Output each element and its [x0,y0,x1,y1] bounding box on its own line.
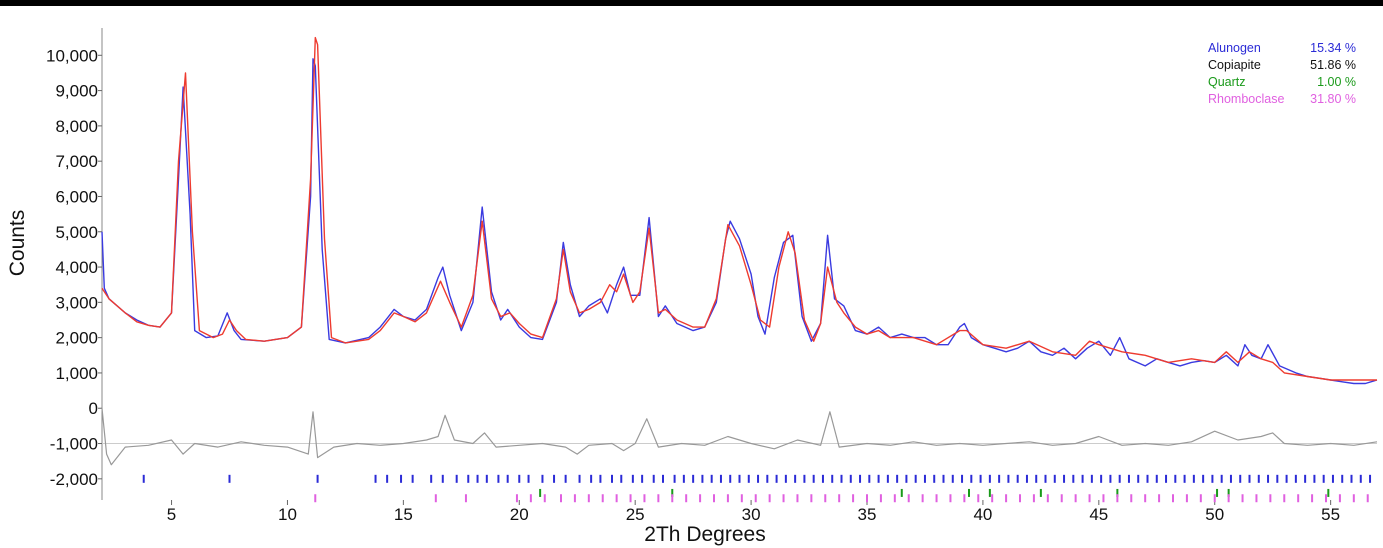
y-tick-label: 9,000 [55,82,98,101]
x-tick-label: 20 [510,505,529,524]
x-tick-label: 45 [1089,505,1108,524]
y-tick-label: 7,000 [55,152,98,171]
x-tick-label: 10 [278,505,297,524]
y-tick-label: -1,000 [50,435,98,454]
x-axis-ticks: 5 10 15 20 25 30 35 40 45 50 55 [167,500,1340,524]
y-tick-label: -2,000 [50,470,98,489]
y-tick-label: 1,000 [55,364,98,383]
top-border [0,0,1383,6]
phase-marker-row-rhomboclase [314,494,1369,503]
x-tick-label: 15 [394,505,413,524]
x-tick-label: 25 [626,505,645,524]
y-axis-ticks: -2,000 -1,000 0 1,000 2,000 3,000 4,000 5,000 6,… [46,46,102,489]
x-tick-label: 35 [858,505,877,524]
y-tick-label: 2,000 [55,329,98,348]
y-axis-label: Counts [6,210,29,277]
legend: Alunogen 15.34 % Copiapite 51.86 % Quartz 1.0… [1208,41,1356,106]
x-tick-label: 30 [742,505,761,524]
y-tick-label: 10,000 [46,46,98,65]
x-axis-label: 2Th Degrees [644,523,765,546]
x-tick-label: 50 [1205,505,1224,524]
series-lines [101,36,1378,466]
y-tick-label: 8,000 [55,117,98,136]
legend-phase-percent: 51.86 % [1310,58,1356,72]
y-tick-label: 5,000 [55,223,98,242]
legend-phase-name: Copiapite [1208,58,1261,72]
legend-phase-percent: 1.00 % [1317,75,1356,89]
legend-phase-name: Rhomboclase [1208,92,1284,106]
y-tick-label: 4,000 [55,258,98,277]
legend-phase-name: Alunogen [1208,41,1261,55]
y-tick-label: 6,000 [55,187,98,206]
series-difference-line [101,408,1378,466]
x-tick-label: 5 [167,505,176,524]
legend-phase-percent: 15.34 % [1310,41,1356,55]
y-tick-label: 0 [89,399,98,418]
legend-phase-name: Quartz [1208,75,1246,89]
phase-marker-row-quartz [539,488,1330,497]
phase-marker-row-alunogen [142,474,1372,483]
x-tick-label: 40 [973,505,992,524]
series-calculated-line [101,36,1377,381]
x-tick-label: 55 [1321,505,1340,524]
phase-marker-rows [142,474,1372,503]
legend-phase-percent: 31.80 % [1310,92,1356,106]
series-observed-line [101,58,1378,385]
y-tick-label: 3,000 [55,293,98,312]
